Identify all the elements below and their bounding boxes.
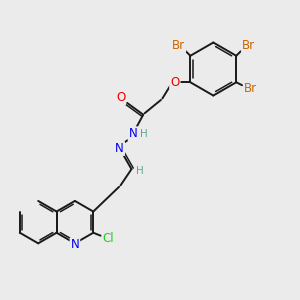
Text: N: N <box>70 238 79 251</box>
Text: O: O <box>170 76 179 89</box>
Text: H: H <box>140 129 148 139</box>
Text: Br: Br <box>242 39 255 52</box>
Text: N: N <box>129 127 137 140</box>
Text: N: N <box>115 142 124 155</box>
Text: Br: Br <box>244 82 257 95</box>
Text: Cl: Cl <box>103 232 114 245</box>
Text: Br: Br <box>172 39 185 52</box>
Text: H: H <box>136 166 144 176</box>
Text: O: O <box>116 91 125 104</box>
